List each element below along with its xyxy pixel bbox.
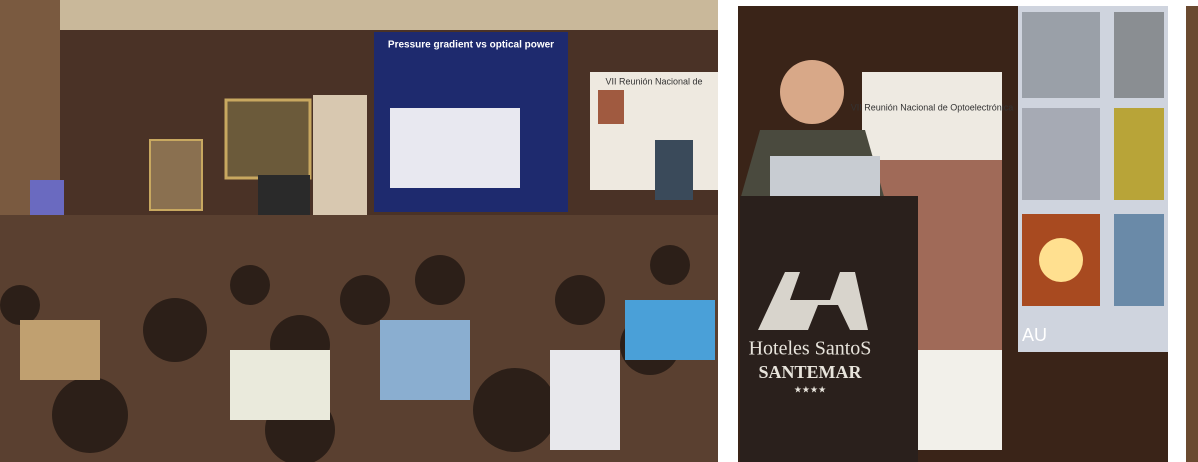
podium-brand: Hoteles SantoS bbox=[749, 338, 872, 360]
slide-caption: AU bbox=[1022, 325, 1047, 345]
audience-shirts bbox=[20, 300, 715, 450]
speaker bbox=[655, 140, 693, 200]
painting bbox=[149, 139, 203, 211]
podium-logo bbox=[758, 272, 868, 330]
portrait bbox=[224, 98, 312, 180]
slide-plot bbox=[390, 108, 520, 188]
banner-title: VII Reunión Nacional de Optoelectrónica bbox=[851, 102, 1014, 112]
rollup-banner bbox=[313, 95, 367, 215]
banner bbox=[862, 72, 1002, 160]
right-photo: AU VII Reunión Nacional de Optoelectróni… bbox=[738, 6, 1168, 462]
podium-stars: ★★★★ bbox=[794, 384, 826, 394]
banner-title: VII Reunión Nacional de bbox=[605, 76, 702, 86]
slide-images bbox=[1022, 12, 1164, 306]
ceiling bbox=[0, 0, 718, 30]
podium-name: SANTEMAR bbox=[758, 362, 862, 382]
banner bbox=[590, 72, 718, 190]
left-photo: Pressure gradient vs optical power VII R… bbox=[0, 0, 718, 462]
sponsor-panel bbox=[916, 350, 1002, 450]
slide-title: Pressure gradient vs optical power bbox=[388, 40, 554, 51]
banner-image bbox=[598, 90, 624, 124]
cropped-photo-strip bbox=[1186, 6, 1198, 462]
laptop bbox=[770, 156, 880, 196]
speaker-head bbox=[780, 60, 844, 124]
